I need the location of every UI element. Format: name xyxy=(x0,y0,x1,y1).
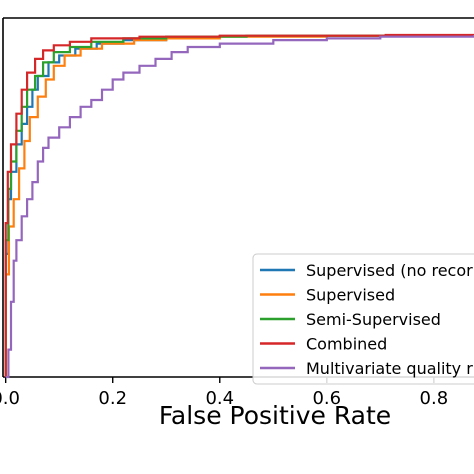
x-axis-ticks: 0.0 0.2 0.4 0.6 0.8 xyxy=(0,377,448,409)
x-tick-label: 0.8 xyxy=(420,388,449,409)
legend-label-4: Multivariate quality r xyxy=(306,359,473,378)
series-line-1 xyxy=(4,34,474,377)
plot-lines xyxy=(4,33,474,379)
x-tick-label: 0.4 xyxy=(205,388,234,409)
x-tick-label: 0.2 xyxy=(98,388,127,409)
series-line-3 xyxy=(4,33,474,377)
legend: Supervised (no recor Supervised Semi-Super… xyxy=(252,253,474,385)
legend-label-2: Semi-Supervised xyxy=(306,310,441,329)
legend-label-1: Supervised xyxy=(306,286,395,305)
legend-label-3: Combined xyxy=(306,335,387,354)
series-line-4 xyxy=(5,35,474,379)
x-tick-label: 0.0 xyxy=(0,388,20,409)
x-axis-label: False Positive Rate xyxy=(159,401,391,430)
legend-box xyxy=(252,253,474,385)
legend-label-0: Supervised (no recor xyxy=(306,261,473,280)
x-tick-label: 0.6 xyxy=(312,388,341,409)
